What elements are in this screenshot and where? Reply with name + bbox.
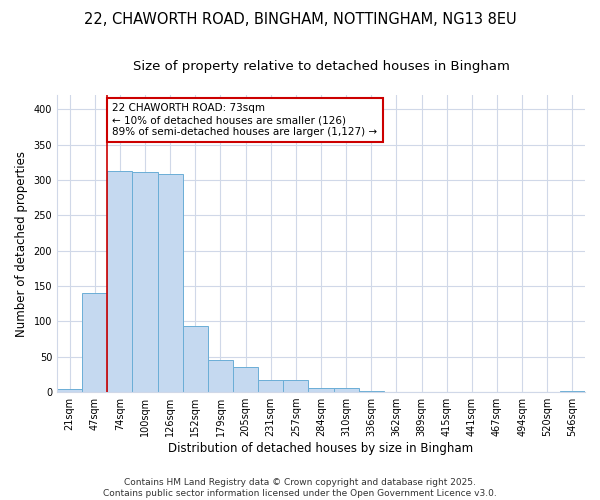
Bar: [308, 388, 334, 392]
X-axis label: Distribution of detached houses by size in Bingham: Distribution of detached houses by size …: [169, 442, 473, 455]
Text: 22 CHAWORTH ROAD: 73sqm
← 10% of detached houses are smaller (126)
89% of semi-d: 22 CHAWORTH ROAD: 73sqm ← 10% of detache…: [112, 104, 377, 136]
Bar: [359, 390, 384, 392]
Title: Size of property relative to detached houses in Bingham: Size of property relative to detached ho…: [133, 60, 509, 73]
Bar: [133, 172, 158, 392]
Bar: [233, 368, 258, 392]
Bar: [82, 293, 107, 392]
Bar: [560, 390, 585, 392]
Bar: [258, 380, 283, 392]
Text: 22, CHAWORTH ROAD, BINGHAM, NOTTINGHAM, NG13 8EU: 22, CHAWORTH ROAD, BINGHAM, NOTTINGHAM, …: [83, 12, 517, 28]
Bar: [57, 390, 82, 392]
Y-axis label: Number of detached properties: Number of detached properties: [15, 150, 28, 336]
Bar: [107, 172, 133, 392]
Bar: [183, 326, 208, 392]
Bar: [283, 380, 308, 392]
Text: Contains HM Land Registry data © Crown copyright and database right 2025.
Contai: Contains HM Land Registry data © Crown c…: [103, 478, 497, 498]
Bar: [158, 174, 183, 392]
Bar: [208, 360, 233, 392]
Bar: [334, 388, 359, 392]
